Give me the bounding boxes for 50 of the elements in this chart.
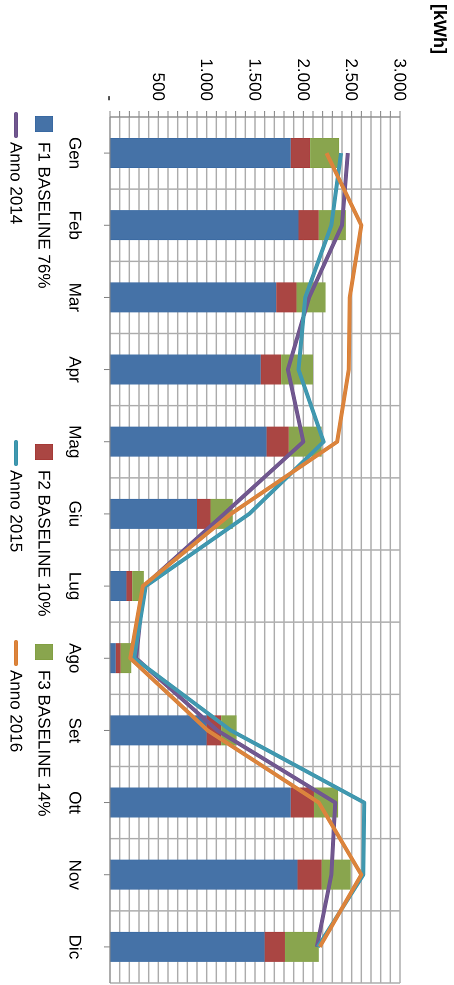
bar: [110, 498, 197, 529]
y-tick-label: Dic: [66, 934, 84, 960]
bar: [110, 354, 261, 384]
bar: [298, 860, 322, 890]
bar: [110, 715, 207, 746]
bar: [110, 860, 298, 890]
bar: [126, 571, 132, 601]
legend-label: F2 BASELINE 10%: [34, 470, 54, 616]
x-tick-label: 2.000: [294, 58, 313, 101]
bar: [298, 210, 319, 240]
x-tick-label: 1.500: [246, 58, 264, 101]
bar: [284, 932, 319, 962]
legend-label: Anno 2014: [6, 142, 26, 224]
x-tick-label: 2.500: [342, 58, 362, 101]
x-tick-label: 500: [148, 72, 168, 101]
bar: [110, 138, 291, 168]
bar: [310, 138, 340, 168]
bar: [276, 282, 297, 312]
legend-label: Anno 2016: [6, 670, 26, 752]
y-tick-label: Nov: [66, 860, 84, 890]
y-tick-label: Set: [66, 718, 84, 744]
y-tick-label: Giu: [66, 500, 84, 528]
bar: [110, 643, 116, 674]
bar: [290, 138, 310, 168]
bar: [260, 354, 282, 384]
y-tick-label: Mar: [66, 282, 84, 312]
x-tick-label: -: [100, 95, 120, 101]
bar: [110, 282, 276, 312]
bar: [116, 643, 121, 674]
bar: [110, 571, 126, 601]
y-tick-label: Mag: [66, 425, 84, 458]
bar: [110, 210, 298, 240]
bar: [264, 932, 285, 962]
bar: [110, 788, 291, 818]
bar: [266, 426, 289, 457]
x-tick-label: 1.000: [197, 58, 216, 101]
y-tick-label: Lug: [66, 572, 84, 600]
bar: [110, 932, 265, 962]
y-tick-label: Ago: [66, 643, 84, 674]
legend-label: F3 BASELINE 14%: [34, 670, 54, 816]
text: [kWh]: [429, 4, 451, 56]
bar: [110, 426, 267, 457]
y-tick-label: Gen: [66, 137, 84, 170]
y-tick-label: Apr: [66, 356, 84, 384]
y-tick-label: Ott: [66, 791, 84, 814]
y-tick-label: Feb: [66, 210, 84, 240]
legend-label: Anno 2015: [6, 470, 26, 552]
x-tick-label: 3.000: [390, 58, 410, 101]
legend-label: F1 BASELINE 76%: [34, 142, 54, 288]
bar: [197, 498, 211, 529]
